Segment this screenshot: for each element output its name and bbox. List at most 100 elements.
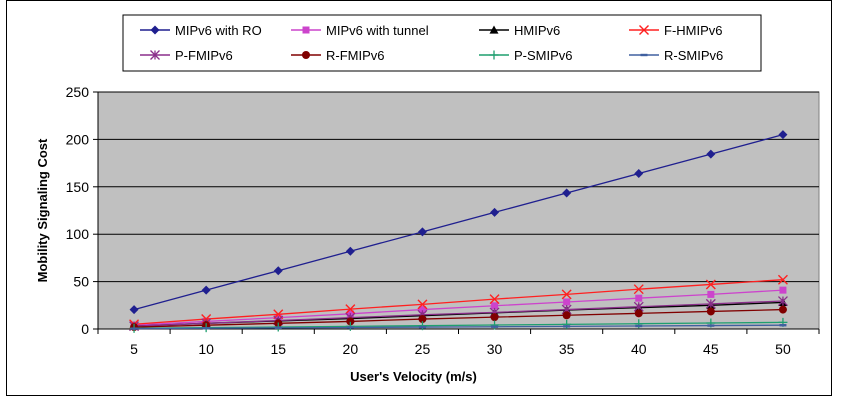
circle-marker xyxy=(302,51,310,59)
x-tick-label: 5 xyxy=(130,341,138,357)
legend-label: MIPv6 with RO xyxy=(175,23,262,38)
y-tick-label: 200 xyxy=(66,131,90,147)
x-tick-label: 45 xyxy=(703,341,719,357)
series-line xyxy=(133,134,784,311)
circle-marker xyxy=(706,307,715,316)
square-marker xyxy=(302,26,310,34)
series-f-hmipv6 xyxy=(129,274,788,330)
square-marker xyxy=(491,302,499,310)
legend-item: MIPv6 with tunnel xyxy=(291,23,429,38)
diamond-marker xyxy=(706,149,716,159)
circle-marker xyxy=(346,317,355,326)
x-tick-label: 15 xyxy=(270,341,286,357)
plus-marker xyxy=(489,50,499,60)
x-marker xyxy=(489,294,500,305)
y-tick-label: 250 xyxy=(66,84,90,100)
x-tick-label: 20 xyxy=(343,341,359,357)
x-tick-label: 40 xyxy=(631,341,647,357)
dash-marker xyxy=(202,327,210,330)
legend-label: MIPv6 with tunnel xyxy=(326,23,429,38)
x-marker xyxy=(345,304,356,315)
circle-marker xyxy=(562,311,571,320)
dash-marker xyxy=(418,325,426,329)
square-marker xyxy=(563,298,571,306)
square-marker xyxy=(418,306,426,314)
series-line xyxy=(134,279,783,325)
legend-item: MIPv6 with RO xyxy=(140,23,262,38)
legend-label: HMIPv6 xyxy=(514,23,560,38)
diamond-marker xyxy=(129,305,139,315)
series-line xyxy=(134,289,783,326)
square-marker xyxy=(707,290,715,298)
legend-label: R-FMIPv6 xyxy=(326,48,385,63)
x-axis-title: User's Velocity (m/s) xyxy=(350,369,477,384)
dash-marker xyxy=(130,327,138,330)
series-r-smipv6 xyxy=(130,324,787,330)
circle-marker xyxy=(418,315,427,324)
legend-item: P-FMIPv6 xyxy=(140,48,233,63)
x-marker xyxy=(561,289,572,300)
series-line xyxy=(134,321,783,329)
series-line xyxy=(134,324,783,330)
series-p-fmipv6 xyxy=(129,296,788,332)
diamond-marker xyxy=(634,169,644,179)
legend-label: R-SMIPv6 xyxy=(664,48,723,63)
legend-label: P-FMIPv6 xyxy=(175,48,233,63)
legend-item: R-SMIPv6 xyxy=(629,48,723,63)
dash-marker xyxy=(346,326,354,329)
diamond-marker xyxy=(490,207,500,217)
dash-marker xyxy=(274,326,282,330)
plus-marker xyxy=(417,321,427,331)
series-mipv6-with-ro xyxy=(129,130,788,315)
series-layer xyxy=(129,130,788,333)
dash-marker xyxy=(640,53,648,57)
x-tick-label: 25 xyxy=(415,341,431,357)
x-tick-label: 35 xyxy=(559,341,575,357)
y-tick-label: 50 xyxy=(73,274,89,290)
square-marker xyxy=(779,286,787,294)
asterisk-marker xyxy=(705,298,716,309)
diamond-marker xyxy=(562,188,572,198)
x-marker xyxy=(705,279,716,290)
asterisk-marker xyxy=(150,50,160,60)
y-axis-title: Mobility Signaling Cost xyxy=(35,138,50,282)
dash-marker xyxy=(779,324,787,327)
dash-marker xyxy=(491,325,499,328)
x-marker xyxy=(777,274,788,285)
x-tick-label: 30 xyxy=(487,341,503,357)
circle-marker xyxy=(634,309,643,318)
x-marker xyxy=(417,299,428,310)
legend-item: HMIPv6 xyxy=(479,23,560,38)
series-line xyxy=(134,300,783,327)
plot-area xyxy=(97,91,820,330)
legend-label: F-HMIPv6 xyxy=(664,23,723,38)
diamond-marker xyxy=(273,266,283,276)
legend: MIPv6 with RO MIPv6 with tunnel HMIPv6 F-HM… xyxy=(122,14,762,72)
legend-item: F-HMIPv6 xyxy=(629,23,723,38)
y-tick-label: 0 xyxy=(81,321,89,337)
diamond-marker xyxy=(201,285,211,295)
gridlines xyxy=(98,91,819,283)
axes: 0 50 100 150 200 250 5 10 15 20 25 30 35 40 45 50 xyxy=(66,84,820,357)
x-tick-label: 10 xyxy=(198,341,214,357)
x-marker xyxy=(639,25,649,35)
legend-box xyxy=(122,14,762,72)
legend-item: R-FMIPv6 xyxy=(291,48,385,63)
plus-marker xyxy=(490,320,500,330)
y-tick-label: 100 xyxy=(66,226,90,242)
diamond-marker xyxy=(778,130,788,140)
y-tick-label: 150 xyxy=(66,179,90,195)
legend-item: P-SMIPv6 xyxy=(479,48,573,63)
diamond-marker xyxy=(150,25,160,35)
triangle-marker xyxy=(489,25,499,34)
dash-marker xyxy=(707,324,715,327)
legend-label: P-SMIPv6 xyxy=(514,48,573,63)
square-marker xyxy=(635,294,643,302)
dash-marker xyxy=(563,325,571,328)
diamond-marker xyxy=(345,246,355,256)
x-marker xyxy=(633,284,644,295)
circle-marker xyxy=(778,305,787,314)
dash-marker xyxy=(635,324,643,328)
series-line xyxy=(134,308,783,328)
